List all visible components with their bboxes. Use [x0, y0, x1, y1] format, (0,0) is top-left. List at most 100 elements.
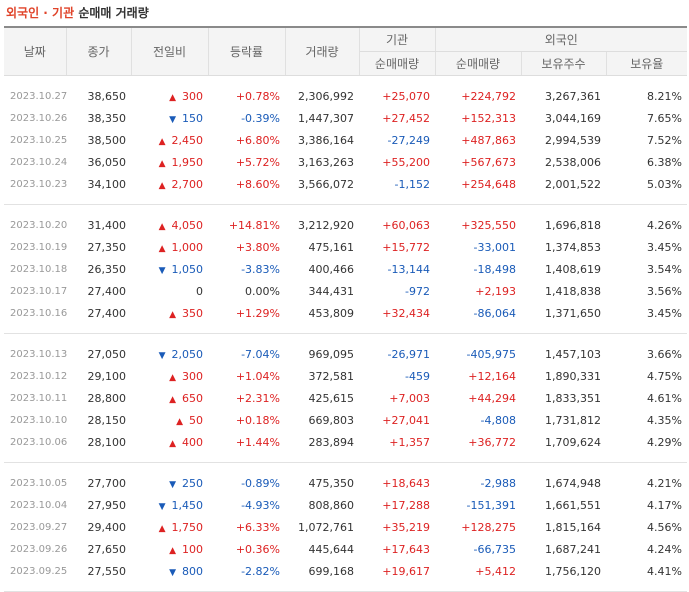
volume-cell: 3,212,920	[298, 218, 354, 232]
rate-cell: +0.78%	[235, 89, 280, 103]
inst-net-cell: -1,152	[394, 177, 430, 191]
triangle-down-icon: ▼	[158, 350, 166, 361]
table-row: 2023.10.18 26,350 ▼ 1,050 -3.83% 400,466 -13,1…	[4, 258, 687, 280]
rate-cell: +1.29%	[235, 306, 280, 320]
triangle-up-icon: ▲	[169, 309, 176, 320]
foreign-net-cell: +12,164	[468, 369, 516, 383]
table-body: 2023.10.27 38,650 ▲ 300 +0.78% 2,306,992 +25,0…	[4, 76, 687, 592]
holding-cell: 1,709,624	[545, 435, 601, 449]
change-value: 1,950	[171, 155, 204, 169]
change-value: 300	[182, 89, 203, 103]
inst-net-cell: +55,200	[382, 155, 430, 169]
change-cell: ▲ 2,450	[131, 129, 208, 151]
close-cell: 27,950	[87, 498, 127, 512]
inst-net-cell: +18,643	[382, 476, 430, 490]
foreign-net-cell: +44,294	[468, 391, 516, 405]
table-row: 2023.09.26 27,650 ▲ 100 +0.36% 445,644 +17,643…	[4, 538, 687, 560]
change-value: 1,000	[171, 240, 204, 254]
holding-cell: 1,756,120	[545, 564, 601, 578]
table-row: 2023.10.27 38,650 ▲ 300 +0.78% 2,306,992 +25,0…	[4, 85, 687, 107]
date-cell: 2023.10.06	[10, 436, 68, 448]
inst-net-cell: +27,041	[382, 413, 430, 427]
close-cell: 27,350	[87, 240, 127, 254]
change-cell: ▲ 1,750	[131, 516, 208, 538]
foreign-net-cell: -2,988	[480, 476, 516, 490]
close-cell: 28,150	[87, 413, 127, 427]
date-cell: 2023.10.13	[10, 348, 68, 360]
change-value: 100	[182, 542, 203, 556]
rate-cell: +14.81%	[228, 218, 280, 232]
date-cell: 2023.10.17	[10, 285, 68, 297]
inst-net-cell: +25,070	[382, 89, 430, 103]
rate-cell: -7.04%	[241, 347, 280, 361]
rate-cell: +6.33%	[235, 520, 280, 534]
close-cell: 38,650	[87, 89, 127, 103]
inst-net-cell: -26,971	[387, 347, 430, 361]
table-row: 2023.09.27 29,400 ▲ 1,750 +6.33% 1,072,761 +35…	[4, 516, 687, 538]
change-value: 250	[182, 476, 203, 490]
header-volume: 거래량	[285, 26, 360, 76]
volume-cell: 475,350	[308, 476, 355, 490]
date-cell: 2023.10.25	[10, 134, 68, 146]
header-inst-net: 순매매량	[359, 51, 436, 76]
triangle-up-icon: ▲	[158, 180, 166, 191]
date-cell: 2023.10.27	[10, 90, 68, 102]
hold-ratio-cell: 4.75%	[647, 369, 682, 383]
close-cell: 27,650	[87, 542, 127, 556]
header-institution: 기관	[359, 26, 436, 52]
volume-cell: 669,803	[308, 413, 355, 427]
header-holding: 보유주수	[521, 51, 607, 76]
volume-cell: 372,581	[308, 369, 355, 383]
triangle-up-icon: ▲	[158, 221, 166, 232]
triangle-up-icon: ▲	[169, 394, 176, 405]
volume-cell: 445,644	[308, 542, 355, 556]
table-row: 2023.09.25 27,550 ▼ 800 -2.82% 699,168 +19,617…	[4, 560, 687, 582]
date-cell: 2023.10.19	[10, 241, 68, 253]
change-value: 2,450	[171, 133, 204, 147]
change-cell: ▲ 400	[131, 431, 208, 453]
date-cell: 2023.10.24	[10, 156, 68, 168]
holding-cell: 1,674,948	[545, 476, 601, 490]
rate-cell: -0.39%	[241, 111, 280, 125]
close-cell: 27,400	[87, 306, 127, 320]
group-separator	[4, 453, 687, 463]
foreign-net-cell: +567,673	[461, 155, 516, 169]
holding-cell: 3,267,361	[545, 89, 601, 103]
holding-cell: 1,890,331	[545, 369, 601, 383]
rate-cell: +0.18%	[235, 413, 280, 427]
holding-cell: 1,374,853	[545, 240, 601, 254]
triangle-down-icon: ▼	[169, 114, 176, 125]
table-row: 2023.10.20 31,400 ▲ 4,050 +14.81% 3,212,920 +6…	[4, 214, 687, 236]
close-cell: 26,350	[87, 262, 127, 276]
title-net-volume: 순매매 거래량	[78, 6, 149, 20]
change-cell: ▼ 800	[131, 560, 208, 582]
triangle-up-icon: ▲	[158, 243, 166, 254]
holding-cell: 1,731,812	[545, 413, 601, 427]
date-cell: 2023.10.26	[10, 112, 68, 124]
holding-cell: 1,661,551	[545, 498, 601, 512]
holding-cell: 1,457,103	[545, 347, 601, 361]
volume-cell: 2,306,992	[298, 89, 354, 103]
inst-net-cell: +1,357	[389, 435, 430, 449]
table-row: 2023.10.26 38,350 ▼ 150 -0.39% 1,447,307 +27,4…	[4, 107, 687, 129]
hold-ratio-cell: 5.03%	[647, 177, 682, 191]
change-cell: ▼ 1,050	[131, 258, 208, 280]
date-cell: 2023.10.05	[10, 477, 68, 489]
inst-net-cell: +27,452	[382, 111, 430, 125]
foreign-net-cell: -151,391	[466, 498, 516, 512]
holding-cell: 1,833,351	[545, 391, 601, 405]
change-value: 4,050	[171, 218, 204, 232]
inst-net-cell: +7,003	[389, 391, 430, 405]
change-cell: ▲ 650	[131, 387, 208, 409]
triangle-up-icon: ▲	[169, 372, 176, 383]
close-cell: 38,500	[87, 133, 127, 147]
header-foreign-net: 순매매량	[435, 51, 522, 76]
change-value: 400	[182, 435, 203, 449]
hold-ratio-cell: 3.56%	[647, 284, 682, 298]
rate-cell: 0.00%	[245, 284, 280, 298]
volume-cell: 3,566,072	[298, 177, 354, 191]
date-cell: 2023.09.26	[10, 543, 68, 555]
change-cell: ▲ 350	[131, 302, 208, 324]
change-cell: ▲ 1,950	[131, 151, 208, 173]
close-cell: 27,550	[87, 564, 127, 578]
